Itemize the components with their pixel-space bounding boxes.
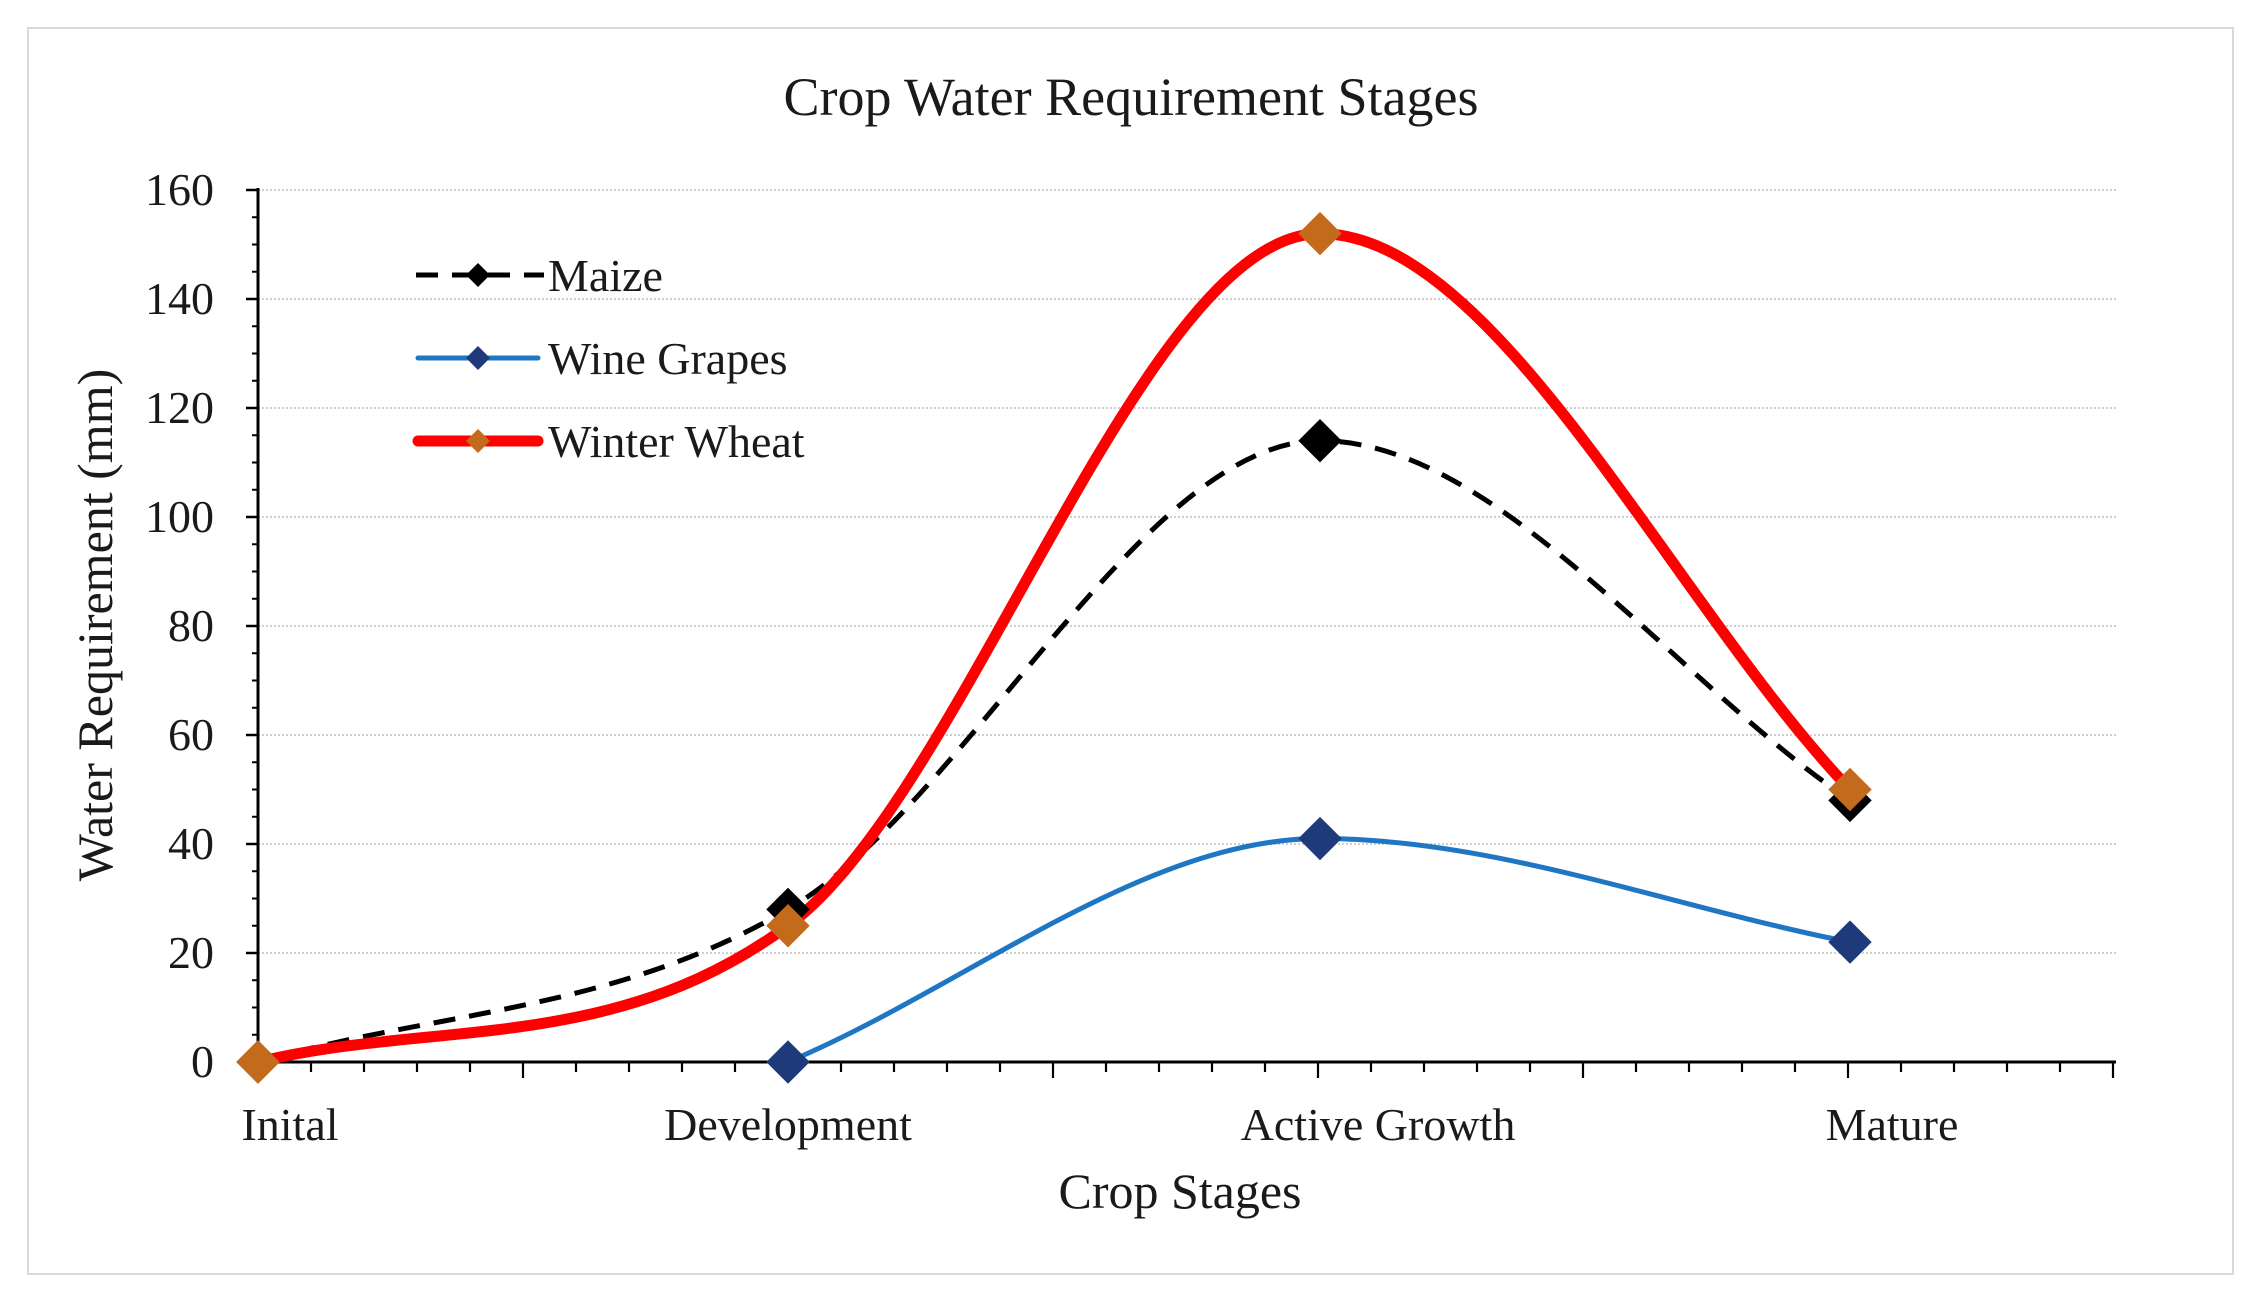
legend-label: Winter Wheat	[548, 416, 805, 467]
x-axis-label: Crop Stages	[1058, 1163, 1301, 1219]
legend-marker	[466, 429, 490, 453]
series-layer	[236, 211, 1872, 1084]
marker-winter-wheat	[1298, 211, 1342, 256]
marker-winter-wheat	[236, 1040, 280, 1084]
y-tick-label: 20	[168, 927, 214, 978]
marker-wine-grapes	[766, 1040, 810, 1084]
x-tick-label: Mature	[1826, 1099, 1959, 1150]
y-tick-label: 100	[145, 491, 214, 542]
x-tick-label: Active Growth	[1241, 1099, 1516, 1150]
x-tick-label: Development	[664, 1099, 912, 1150]
gridlines	[258, 189, 2116, 954]
y-tick-label: 80	[168, 600, 214, 651]
legend-label: Maize	[548, 250, 663, 301]
series-line-winter-wheat	[252, 228, 1856, 1068]
legend-marker	[466, 346, 490, 370]
x-axis: Inital Development Active Growth Mature	[241, 1060, 2116, 1150]
y-tick-label: 160	[145, 164, 214, 215]
chart-frame	[27, 27, 2234, 1275]
legend-marker	[466, 263, 490, 287]
y-axis-label: Water Requirement (mm)	[67, 369, 123, 881]
marker-wine-grapes	[1298, 816, 1342, 861]
legend: Maize Wine Grapes Winter Wheat	[412, 250, 805, 467]
series-line-wine-grapes	[785, 836, 1853, 1065]
y-axis: 0 20 40 60 80 100 120 140 160	[145, 164, 260, 1087]
chart-title: Crop Water Requirement Stages	[784, 67, 1479, 127]
y-tick-label: 0	[191, 1036, 214, 1087]
series-line-maize	[257, 438, 1852, 1065]
marker-winter-wheat	[1828, 767, 1872, 812]
y-tick-label: 60	[168, 709, 214, 760]
marker-maize	[1298, 418, 1342, 463]
marker-wine-grapes	[1828, 920, 1872, 964]
legend-label: Wine Grapes	[548, 333, 788, 384]
y-tick-label: 140	[145, 273, 214, 324]
y-tick-label: 120	[145, 382, 214, 433]
x-tick-label: Inital	[241, 1099, 338, 1150]
y-tick-label: 40	[168, 818, 214, 869]
marker-winter-wheat	[766, 904, 810, 948]
